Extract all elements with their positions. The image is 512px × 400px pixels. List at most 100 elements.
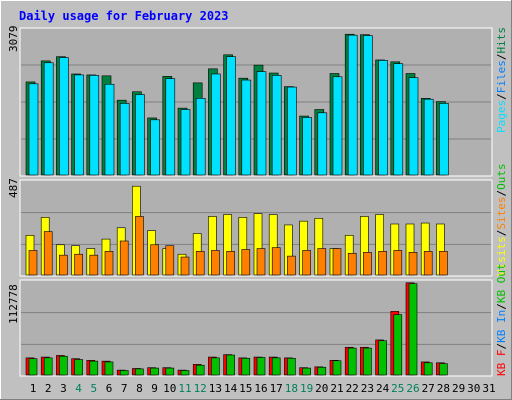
legend-kbout: KB Out: [495, 263, 508, 303]
panel-traffic: 112778 KB F/KB In/KB Out: [7, 263, 508, 377]
day-label-22: 22: [346, 382, 359, 395]
bar-requests-pages-day-27: [423, 98, 434, 176]
bar-traffic-kb-out-day-20: [317, 366, 327, 376]
bar-requests-pages-day-2: [43, 62, 54, 176]
panel-requests-ymax: 3079: [7, 26, 20, 53]
bar-visitors-sites-day-14: [226, 251, 235, 276]
day-label-23: 23: [361, 382, 374, 395]
bar-visitors-sites-day-20: [317, 248, 327, 276]
day-label-5: 5: [90, 382, 97, 395]
day-label-24: 24: [376, 382, 390, 395]
bar-traffic-kb-out-day-6: [104, 361, 114, 376]
bar-requests-pages-day-12: [195, 97, 206, 176]
bar-traffic-kb-out-day-27: [423, 362, 433, 376]
bar-visitors-sites-day-7: [119, 240, 129, 276]
bar-traffic-kb-out-day-7: [119, 370, 129, 376]
bar-traffic-kb-out-day-25: [393, 314, 403, 376]
bar-requests-pages-day-16: [256, 71, 267, 176]
day-label-10: 10: [163, 382, 176, 395]
bar-visitors-sites-day-8: [135, 216, 144, 276]
bar-visitors-sites-day-10: [165, 245, 175, 276]
day-label-25: 25: [391, 382, 404, 395]
bar-requests-pages-day-9: [150, 119, 160, 176]
day-label-17: 17: [270, 382, 283, 395]
bar-requests-pages-day-28: [439, 103, 449, 176]
legend-sep: /: [495, 190, 508, 197]
bar-requests-pages-day-1: [28, 83, 39, 176]
bar-traffic-kb-out-day-21: [332, 360, 342, 376]
legend-sep: /: [495, 303, 508, 310]
day-label-7: 7: [121, 382, 128, 395]
panel-requests-legend: Pages/Files/Hits: [495, 27, 508, 133]
bar-requests-pages-day-14: [226, 56, 236, 176]
bar-requests-pages-day-19: [302, 117, 312, 176]
bar-traffic-kb-out-day-19: [302, 367, 311, 376]
day-label-15: 15: [239, 382, 252, 395]
bar-requests-pages-day-26: [408, 77, 419, 176]
panel-requests: 3079 Pages/Files/Hits: [7, 26, 508, 177]
day-label-26: 26: [406, 382, 419, 395]
bar-visitors-sites-day-21: [332, 248, 342, 276]
bar-visitors-sites-day-17: [271, 247, 281, 276]
legend-pages: Pages: [495, 100, 508, 133]
bar-visitors-sites-day-3: [59, 254, 68, 276]
bar-visitors-sites-day-28: [439, 251, 448, 276]
legend-sites: Sites: [495, 197, 508, 230]
bar-visitors-sites-day-12: [195, 251, 205, 276]
bar-traffic-kb-out-day-11: [180, 370, 190, 376]
bar-traffic-kb-out-day-8: [135, 368, 144, 376]
legend-files: Files: [495, 60, 508, 93]
bar-traffic-kb-out-day-24: [378, 340, 387, 376]
bar-visitors-sites-day-4: [74, 253, 83, 276]
bar-visitors-sites-day-22: [347, 252, 357, 276]
bar-traffic-kb-out-day-17: [271, 357, 281, 376]
day-label-2: 2: [45, 382, 52, 395]
bar-requests-pages-day-10: [165, 78, 176, 176]
bar-visitors-sites-day-5: [89, 254, 99, 276]
day-label-1: 1: [30, 382, 37, 395]
panel-visitors-ymax: 487: [7, 178, 20, 198]
bar-requests-pages-day-6: [104, 83, 115, 176]
bar-requests-pages-day-20: [317, 112, 328, 176]
bar-traffic-kb-out-day-1: [28, 358, 38, 376]
panel-traffic-ymax: 112778: [7, 284, 20, 324]
legend-sep: /: [495, 230, 508, 237]
bar-visitors-sites-day-27: [423, 251, 433, 276]
bar-visitors-sites-day-24: [378, 251, 387, 276]
legend-sep: /: [495, 343, 508, 350]
day-label-12: 12: [194, 382, 207, 395]
day-label-13: 13: [209, 382, 222, 395]
bar-requests-pages-day-24: [378, 60, 388, 176]
day-label-16: 16: [254, 382, 267, 395]
bar-visitors-sites-day-9: [150, 244, 159, 276]
bar-requests-pages-day-17: [271, 75, 282, 176]
bar-traffic-kb-out-day-28: [439, 363, 448, 376]
legend-sep: /: [495, 93, 508, 100]
bar-requests-pages-day-7: [119, 103, 130, 176]
day-label-27: 27: [422, 382, 435, 395]
bar-requests-pages-day-21: [332, 76, 343, 176]
bar-requests-pages-day-11: [180, 109, 191, 176]
day-label-8: 8: [136, 382, 143, 395]
legend-hits: Hits: [495, 27, 508, 54]
legend-sep: /: [495, 54, 508, 61]
day-label-19: 19: [300, 382, 313, 395]
legend-kbin: KB In: [495, 310, 508, 343]
day-label-3: 3: [60, 382, 67, 395]
bar-visitors-sites-day-11: [180, 256, 190, 276]
bar-traffic-kb-out-day-2: [43, 357, 53, 376]
bar-visitors-sites-day-26: [408, 252, 418, 276]
chart-title: Daily usage for February 2023: [19, 9, 229, 23]
bar-traffic-kb-out-day-5: [89, 360, 99, 376]
bar-traffic-kb-out-day-18: [287, 357, 296, 376]
bar-traffic-kb-out-day-9: [150, 367, 159, 376]
bar-requests-pages-day-4: [74, 74, 84, 176]
panel-visitors: 487 Visits/Sites/Outs: [7, 163, 508, 277]
bar-visitors-sites-day-1: [28, 250, 38, 276]
bar-traffic-kb-out-day-14: [226, 354, 235, 376]
bar-visitors-sites-day-18: [287, 255, 296, 276]
bar-traffic-kb-out-day-22: [347, 347, 357, 376]
bar-visitors-sites-day-15: [241, 249, 251, 276]
bar-requests-pages-day-15: [241, 79, 252, 176]
